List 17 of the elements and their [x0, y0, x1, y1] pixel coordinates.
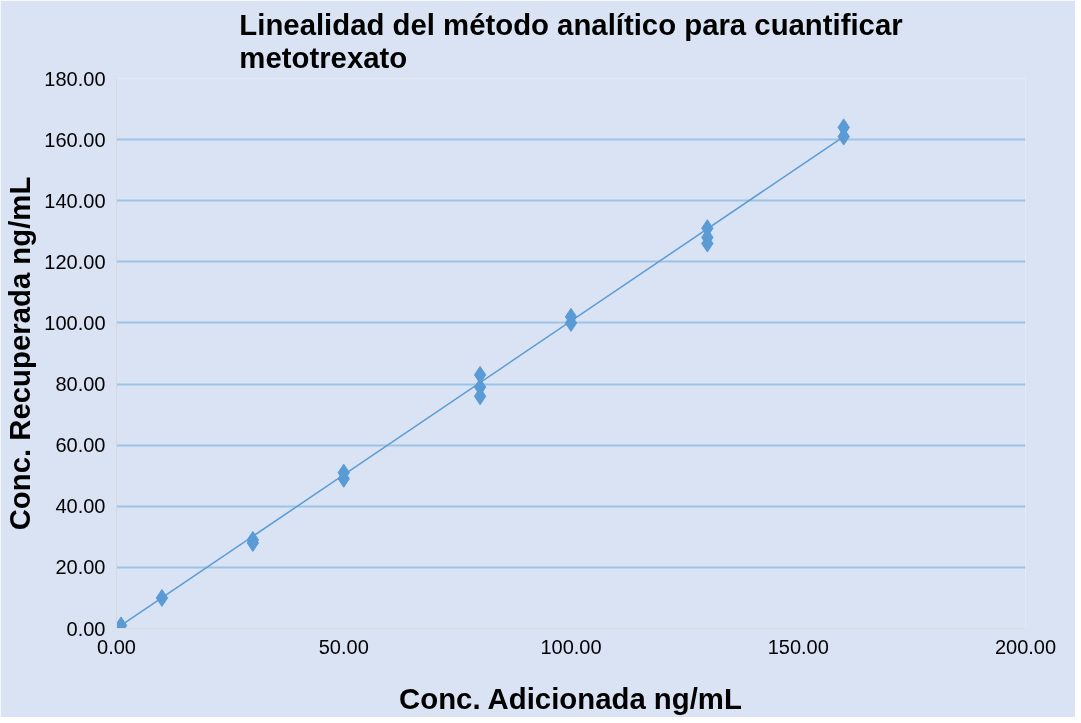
chart-title: Linealidad del método analítico para cuantificar metotrexato [239, 7, 903, 74]
y-tick-label: 180.00 [44, 67, 106, 90]
x-tick-label: 50.00 [318, 635, 369, 658]
y-tick-label: 20.00 [55, 556, 106, 579]
x-axis-title: Conc. Adicionada ng/mL [399, 681, 742, 715]
y-tick-label: 100.00 [44, 311, 106, 334]
y-tick-label: 160.00 [44, 128, 106, 151]
y-tick-label: 120.00 [44, 250, 106, 273]
x-tick-label: 100.00 [540, 635, 602, 658]
y-tick-label: 80.00 [55, 373, 106, 396]
x-tick-label: 150.00 [767, 635, 829, 658]
y-tick-label: 60.00 [55, 434, 106, 457]
y-axis-title: Conc. Recuperada ng/mL [3, 176, 37, 531]
point [155, 588, 169, 607]
y-tick-label: 40.00 [55, 495, 106, 518]
x-tick-label: 200.00 [994, 635, 1057, 658]
y-tick-label: 140.00 [44, 189, 106, 212]
